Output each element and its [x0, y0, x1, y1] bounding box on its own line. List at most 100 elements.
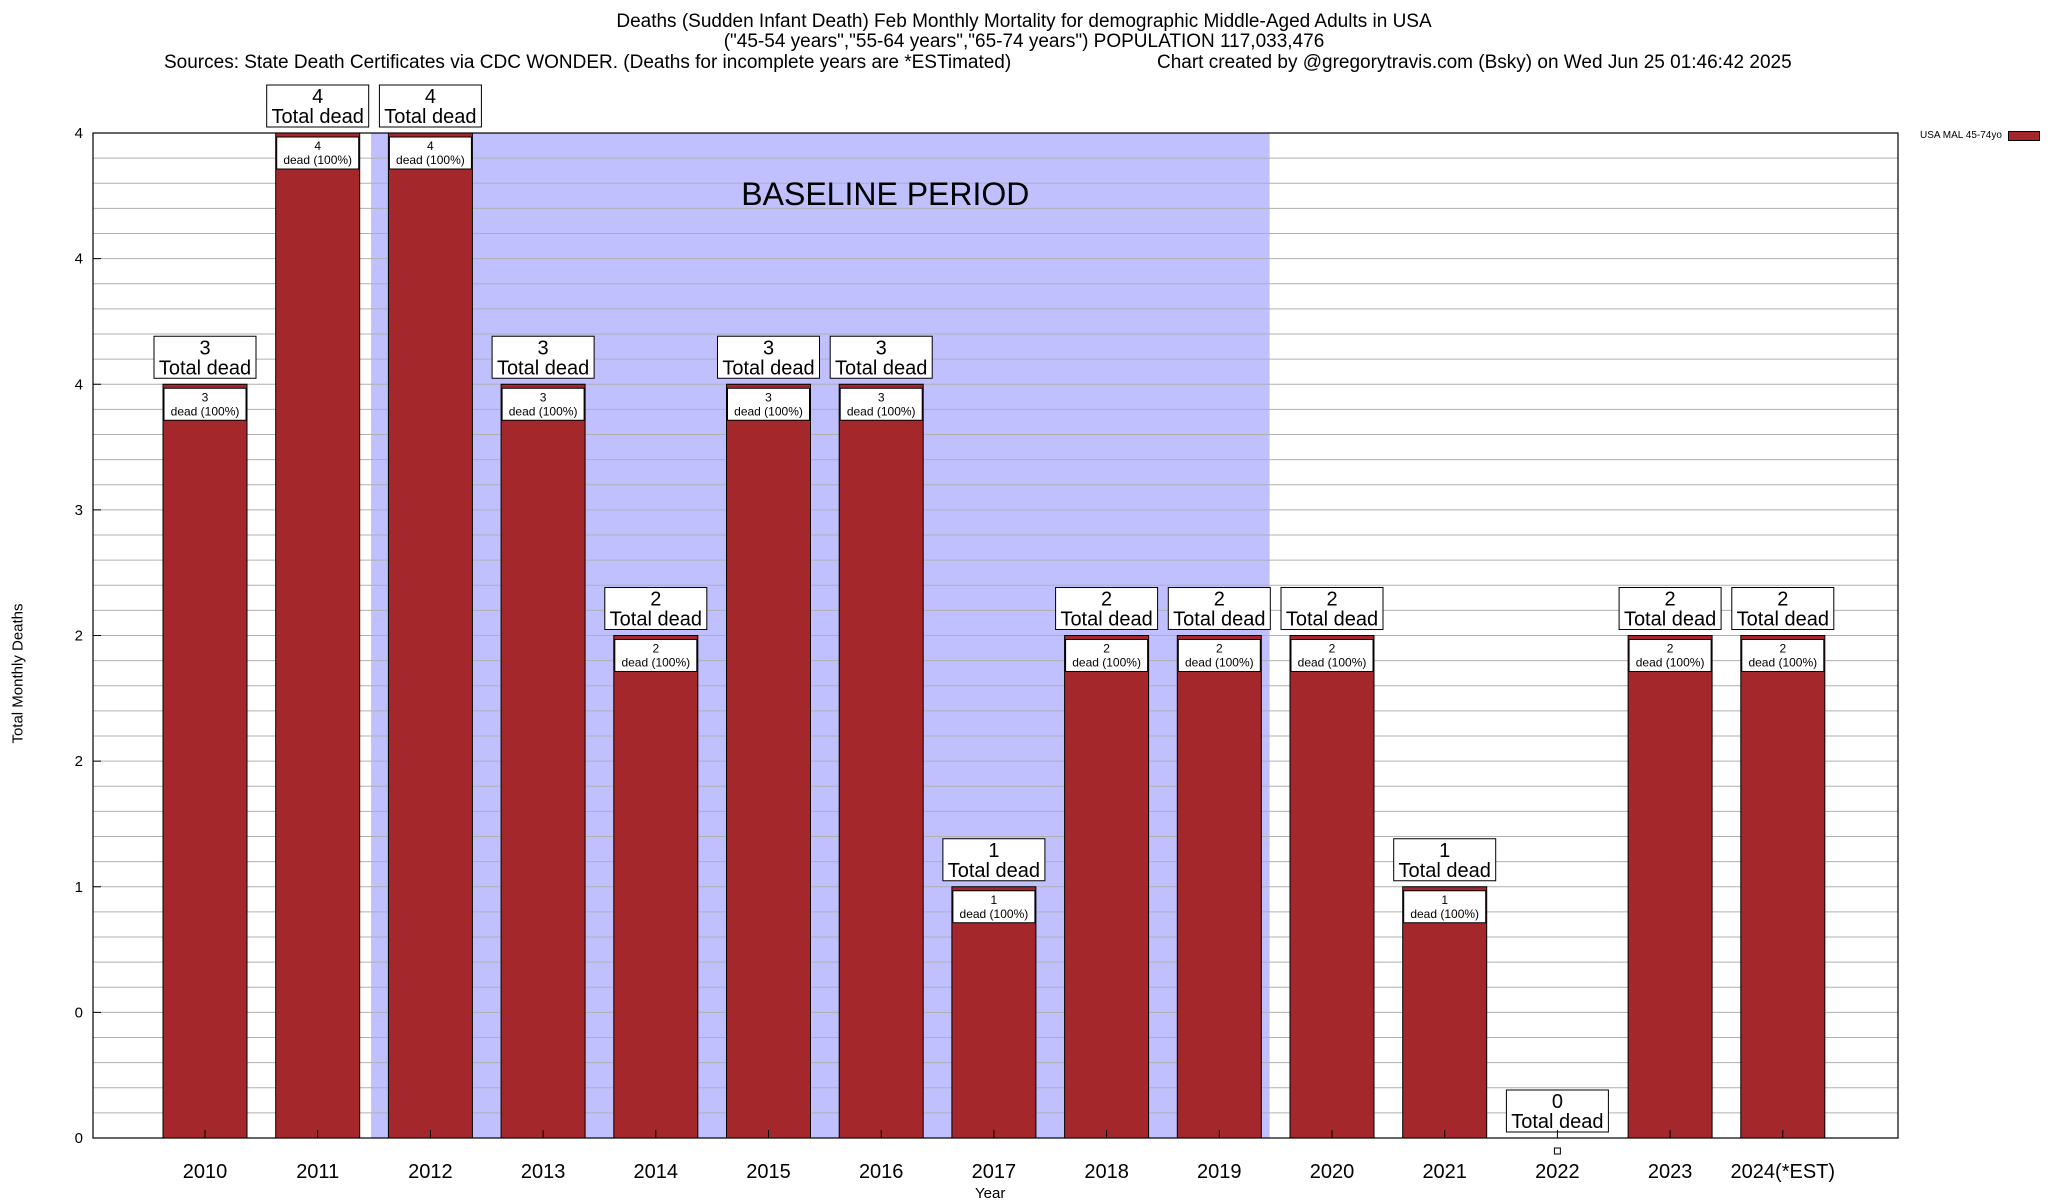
- legend-entry-label: USA MAL 45-74yo: [1920, 130, 2002, 141]
- y-tick-label: 4: [75, 125, 83, 142]
- x-tick-label: 2014: [634, 1161, 679, 1183]
- inner-label-text: dead (100%): [396, 153, 465, 167]
- inner-label-value: 3: [540, 390, 547, 404]
- total-label-value: 2: [1665, 589, 1676, 611]
- total-label-text: Total dead: [1624, 609, 1716, 631]
- inner-label-value: 2: [1779, 642, 1786, 656]
- total-label-value: 3: [876, 337, 887, 359]
- inner-label-box: [1628, 639, 1712, 672]
- y-tick-label: 1: [75, 879, 83, 896]
- x-tick-label: 2015: [746, 1161, 791, 1183]
- total-label-value: 2: [1214, 589, 1225, 611]
- inner-label-box: [1177, 639, 1261, 672]
- inner-label-box: [839, 387, 923, 421]
- x-tick-label: 2011: [296, 1161, 339, 1183]
- inner-label-value: 2: [1103, 642, 1110, 656]
- total-label-text: Total dead: [610, 609, 702, 631]
- x-tick-label: 2012: [408, 1161, 453, 1183]
- total-label-box: [153, 335, 257, 379]
- credit-note: Chart created by @gregorytravis.com (Bsk…: [1157, 52, 1792, 73]
- total-label-value: 1: [1439, 840, 1450, 862]
- total-label-text: Total dead: [1286, 609, 1378, 631]
- sources-note: Sources: State Death Certificates via CD…: [164, 52, 1012, 73]
- inner-label-value: 2: [1667, 642, 1674, 656]
- y-tick-label: 0: [75, 1004, 83, 1021]
- total-label-text: Total dead: [1399, 860, 1491, 882]
- inner-label-text: dead (100%): [1636, 656, 1705, 670]
- y-tick-label: 4: [75, 376, 83, 393]
- inner-label-value: 2: [1216, 642, 1223, 656]
- legend: USA MAL 45-74yo: [1920, 130, 2040, 141]
- bar: [275, 132, 361, 1139]
- bar: [1627, 635, 1713, 1139]
- bar: [951, 886, 1037, 1139]
- total-label-text: Total dead: [1511, 1111, 1603, 1133]
- inner-label-box: [388, 136, 472, 170]
- x-tick-label: 2018: [1084, 1161, 1129, 1183]
- x-tick-label: 2020: [1310, 1161, 1355, 1183]
- total-label-value: 4: [425, 86, 436, 108]
- total-label-text: Total dead: [272, 106, 364, 128]
- baseline-period-label: BASELINE PERIOD: [741, 176, 1029, 212]
- inner-label-value: 4: [314, 139, 321, 153]
- total-label-box: [1055, 587, 1159, 630]
- bar: [726, 383, 811, 1139]
- inner-label-box: [1290, 639, 1374, 672]
- x-tick-label: 2024(*EST): [1731, 1161, 1836, 1183]
- total-label-value: 3: [538, 337, 549, 359]
- total-label-value: 3: [763, 337, 774, 359]
- total-label-value: 3: [199, 337, 210, 359]
- inner-label-value: 3: [878, 390, 885, 404]
- x-tick-label: 2021: [1422, 1161, 1467, 1183]
- total-label-box: [266, 84, 370, 128]
- total-label-text: Total dead: [722, 357, 814, 379]
- x-tick-label: 2017: [972, 1161, 1017, 1183]
- total-label-text: Total dead: [835, 357, 927, 379]
- inner-label-text: dead (100%): [621, 656, 690, 670]
- bar: [1289, 635, 1375, 1139]
- inner-label-box: [1403, 890, 1487, 924]
- legend-swatch: [2007, 130, 2040, 141]
- total-label-box: [829, 335, 933, 379]
- bar: [838, 383, 924, 1139]
- total-label-text: Total dead: [1173, 609, 1265, 631]
- inner-label-value: 3: [765, 390, 772, 404]
- inner-label-box: [501, 387, 585, 421]
- y-tick-label: 3: [75, 502, 83, 519]
- inner-label-value: 2: [1329, 642, 1336, 656]
- bar: [1064, 635, 1150, 1139]
- bar: [1402, 886, 1488, 1139]
- total-label-box: [1731, 587, 1835, 630]
- bar: [613, 635, 699, 1139]
- inner-label-box: [276, 136, 360, 170]
- bar: [500, 383, 586, 1139]
- total-label-box: [942, 838, 1046, 882]
- x-tick-label: 2010: [183, 1161, 228, 1183]
- bar: [1176, 635, 1262, 1139]
- inner-label-box: [1065, 639, 1149, 672]
- total-label-value: 2: [650, 589, 661, 611]
- total-label-box: [1505, 1089, 1609, 1133]
- inner-label-text: dead (100%): [1748, 656, 1817, 670]
- title-line-1: Deaths (Sudden Infant Death) Feb Monthly…: [616, 11, 1432, 32]
- total-label-value: 1: [988, 840, 999, 862]
- bar: [162, 383, 248, 1139]
- total-label-box: [491, 335, 595, 379]
- inner-label-box: [1741, 639, 1825, 672]
- x-tick-label: 2013: [521, 1161, 566, 1183]
- inner-label-value: 2: [652, 642, 659, 656]
- x-axis-label: Year: [975, 1185, 1006, 1202]
- y-axis-label: Total Monthly Deaths: [9, 603, 27, 744]
- total-label-value: 0: [1552, 1091, 1563, 1113]
- inner-label-value: 1: [991, 893, 998, 907]
- total-label-box: [378, 84, 482, 128]
- x-tick-label: 2016: [859, 1161, 904, 1183]
- total-label-text: Total dead: [948, 860, 1040, 882]
- bar: [387, 132, 473, 1139]
- inner-label-text: dead (100%): [509, 404, 578, 418]
- total-label-value: 2: [1777, 589, 1788, 611]
- inner-label-text: dead (100%): [171, 404, 240, 418]
- inner-label-box: [952, 890, 1036, 924]
- y-tick-label: 4: [75, 251, 83, 268]
